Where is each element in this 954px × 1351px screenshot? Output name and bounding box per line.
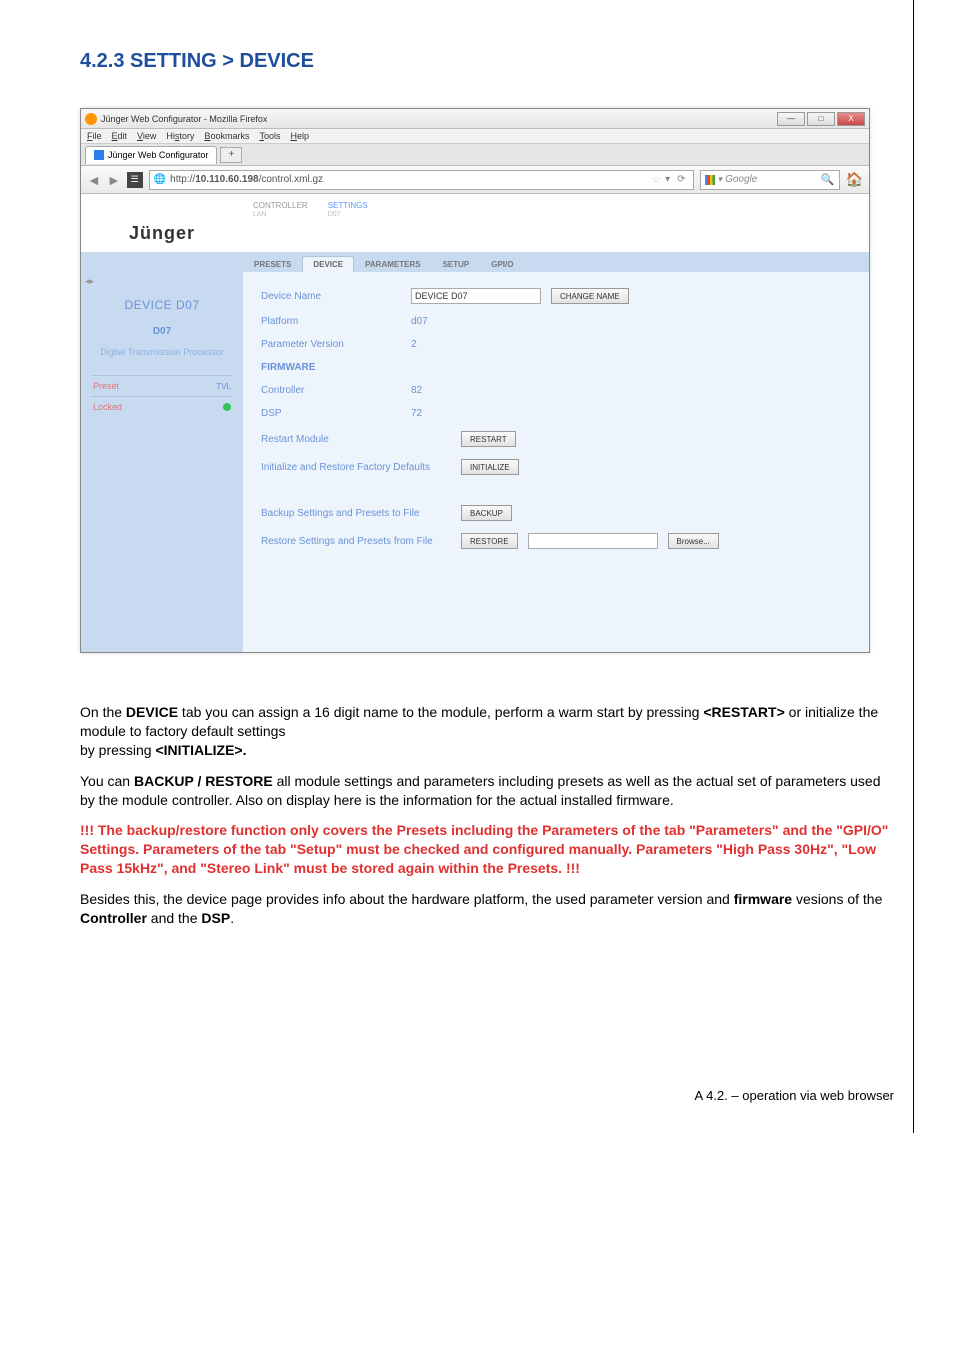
dsp-label: DSP xyxy=(261,408,411,419)
app-content: Jünger CONTROLLER LAN SETTINGS D07 PRESE… xyxy=(81,194,869,652)
initialize-label: Initialize and Restore Factory Defaults xyxy=(261,462,461,473)
browser-window: Jünger Web Configurator - Mozilla Firefo… xyxy=(80,108,870,653)
brand-logo: Jünger xyxy=(129,223,195,244)
dsp-value: 72 xyxy=(411,408,422,419)
restart-label: Restart Module xyxy=(261,434,461,445)
sidebar-device-desc: Digital Transmission Processor xyxy=(91,347,233,357)
close-button[interactable]: X xyxy=(837,112,865,126)
backup-button[interactable]: BACKUP xyxy=(461,505,512,521)
forward-button[interactable]: ► xyxy=(107,172,121,188)
platform-label: Platform xyxy=(261,316,411,327)
page-footer: A 4.2. – operation via web browser xyxy=(80,1088,894,1103)
param-version-value: 2 xyxy=(411,339,417,350)
sidebar: ◂▸ DEVICE D07 D07 Digital Transmission P… xyxy=(81,272,243,652)
change-name-button[interactable]: CHANGE NAME xyxy=(551,288,629,304)
restore-label: Restore Settings and Presets from File xyxy=(261,536,461,547)
menu-tools[interactable]: Tools xyxy=(259,131,280,141)
subtab-setup[interactable]: SETUP xyxy=(432,256,481,272)
header-tab-controller[interactable]: CONTROLLER LAN xyxy=(243,198,318,222)
device-name-input[interactable] xyxy=(411,288,541,304)
menu-view[interactable]: View xyxy=(137,131,156,141)
sidebar-preset-value: TVL xyxy=(216,382,231,391)
new-tab-button[interactable]: + xyxy=(220,147,242,163)
subtab-device[interactable]: DEVICE xyxy=(302,256,354,272)
nav-toolbar: ◄ ► ☰ 🌐 http://10.110.60.198/control.xml… xyxy=(81,166,869,194)
google-icon xyxy=(705,175,715,185)
minimize-button[interactable]: — xyxy=(777,112,805,126)
menu-bookmarks[interactable]: Bookmarks xyxy=(204,131,249,141)
sidebar-preset-label: Preset xyxy=(93,381,119,391)
back-button[interactable]: ◄ xyxy=(87,172,101,188)
controller-value: 82 xyxy=(411,385,422,396)
sidebar-locked-row: Locked xyxy=(91,396,233,417)
globe-icon: 🌐 xyxy=(154,174,166,185)
locked-status-icon xyxy=(223,403,231,411)
restore-file-input[interactable] xyxy=(528,533,658,549)
backup-label: Backup Settings and Presets to File xyxy=(261,508,461,519)
controller-label: Controller xyxy=(261,385,411,396)
home-button[interactable]: 🏠 xyxy=(846,171,863,188)
subtab-presets[interactable]: PRESETS xyxy=(243,256,302,272)
platform-value: d07 xyxy=(411,316,428,327)
sidebar-device-sub: D07 xyxy=(91,326,233,337)
menu-file[interactable]: File xyxy=(87,131,102,141)
subtabs: PRESETS DEVICE PARAMETERS SETUP GPI/O xyxy=(243,252,869,272)
restart-button[interactable]: RESTART xyxy=(461,431,516,447)
tabbar: Jünger Web Configurator + xyxy=(81,144,869,166)
browse-button[interactable]: Browse... xyxy=(668,533,719,549)
header-tab-settings[interactable]: SETTINGS D07 xyxy=(318,198,378,222)
warning-text: !!! The backup/restore function only cov… xyxy=(80,821,894,878)
logo-area: Jünger xyxy=(81,194,243,252)
initialize-button[interactable]: INITIALIZE xyxy=(461,459,519,475)
window-titlebar: Jünger Web Configurator - Mozilla Firefo… xyxy=(81,109,869,129)
sidebar-collapse-icon[interactable]: ◂▸ xyxy=(85,276,94,287)
bookmark-star-icon[interactable]: ☆ xyxy=(651,173,661,186)
sidebar-preset-row: Preset TVL xyxy=(91,375,233,396)
search-icon[interactable]: 🔍 xyxy=(821,173,835,186)
subtab-parameters[interactable]: PARAMETERS xyxy=(354,256,431,272)
search-placeholder: Google xyxy=(725,174,757,185)
main-panel: Device Name CHANGE NAME Platform d07 Par… xyxy=(243,272,869,652)
description-text: On the DEVICE tab you can assign a 16 di… xyxy=(80,703,894,928)
url-text: http://10.110.60.198/control.xml.gz xyxy=(170,174,323,185)
subtab-gpio[interactable]: GPI/O xyxy=(480,256,524,272)
menubar: File Edit View History Bookmarks Tools H… xyxy=(81,129,869,144)
page-title: 4.2.3 SETTING > DEVICE xyxy=(80,50,894,73)
browser-tab[interactable]: Jünger Web Configurator xyxy=(85,146,217,164)
url-bar[interactable]: 🌐 http://10.110.60.198/control.xml.gz ☆ … xyxy=(149,170,694,190)
maximize-button[interactable]: □ xyxy=(807,112,835,126)
tab-label: Jünger Web Configurator xyxy=(108,150,208,160)
sidebar-locked-label: Locked xyxy=(93,402,122,412)
restore-button[interactable]: RESTORE xyxy=(461,533,518,549)
sidebar-device-title: DEVICE D07 xyxy=(91,298,233,312)
device-name-label: Device Name xyxy=(261,291,411,302)
menu-history[interactable]: History xyxy=(166,131,194,141)
window-title: Jünger Web Configurator - Mozilla Firefo… xyxy=(101,114,267,124)
search-box[interactable]: ▾ Google 🔍 xyxy=(700,170,840,190)
reload-button[interactable]: ⟳ xyxy=(674,174,688,185)
menu-help[interactable]: Help xyxy=(290,131,309,141)
firefox-icon xyxy=(85,113,97,125)
url-dropdown-icon[interactable]: ▾ xyxy=(665,174,670,185)
firmware-heading: FIRMWARE xyxy=(261,362,851,373)
menu-edit[interactable]: Edit xyxy=(112,131,128,141)
tab-favicon-icon xyxy=(94,150,104,160)
reading-list-icon[interactable]: ☰ xyxy=(127,172,143,188)
param-version-label: Parameter Version xyxy=(261,339,411,350)
